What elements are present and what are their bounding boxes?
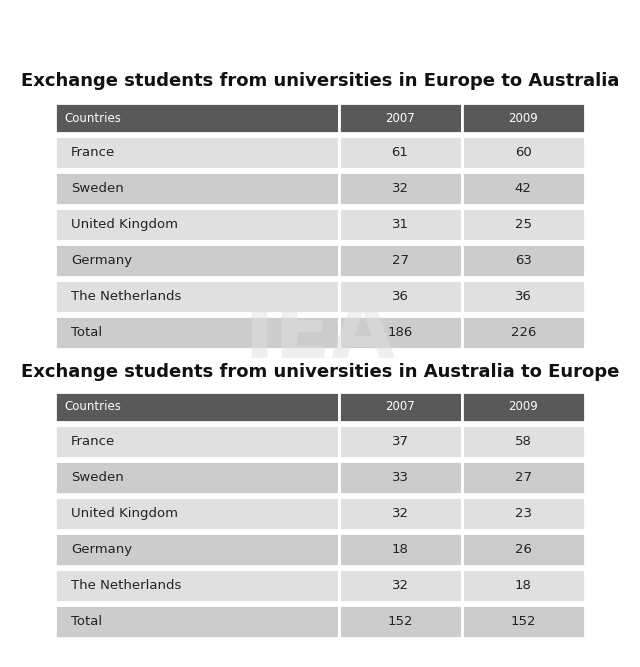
Bar — [55, 392, 339, 422]
Text: The Netherlands: The Netherlands — [71, 290, 181, 303]
Bar — [55, 425, 339, 458]
Text: Total: Total — [71, 326, 102, 339]
Bar — [55, 136, 339, 169]
Bar — [461, 533, 585, 566]
Bar — [339, 136, 461, 169]
Text: United Kingdom: United Kingdom — [71, 218, 178, 231]
Bar — [339, 316, 461, 349]
Bar — [339, 280, 461, 313]
Text: 32: 32 — [392, 182, 408, 195]
Bar — [461, 461, 585, 494]
Text: 2009: 2009 — [508, 111, 538, 125]
Bar — [55, 103, 339, 133]
Bar — [55, 244, 339, 277]
Text: 18: 18 — [515, 579, 532, 592]
Text: Sweden: Sweden — [71, 182, 124, 195]
Text: 37: 37 — [392, 435, 408, 448]
Text: 27: 27 — [515, 471, 532, 484]
Bar — [339, 605, 461, 638]
Bar — [55, 208, 339, 241]
Text: Germany: Germany — [71, 543, 132, 556]
Text: France: France — [71, 435, 115, 448]
Bar — [339, 392, 461, 422]
Text: Exchange students from universities in Europe to Australia: Exchange students from universities in E… — [21, 72, 619, 90]
Bar — [461, 497, 585, 530]
Bar — [461, 244, 585, 277]
Bar — [339, 103, 461, 133]
Text: 152: 152 — [387, 615, 413, 628]
Text: Countries: Countries — [65, 400, 122, 414]
Text: 60: 60 — [515, 146, 532, 159]
Text: 58: 58 — [515, 435, 532, 448]
Bar — [339, 497, 461, 530]
Text: Sweden: Sweden — [71, 471, 124, 484]
Text: 186: 186 — [387, 326, 413, 339]
Text: 26: 26 — [515, 543, 532, 556]
Bar — [461, 569, 585, 602]
Text: 61: 61 — [392, 146, 408, 159]
Bar — [339, 569, 461, 602]
Text: The Netherlands: The Netherlands — [71, 579, 181, 592]
Bar — [55, 280, 339, 313]
Bar — [461, 392, 585, 422]
Text: France: France — [71, 146, 115, 159]
Text: 33: 33 — [392, 471, 408, 484]
Bar — [339, 533, 461, 566]
Bar — [55, 569, 339, 602]
Text: 31: 31 — [392, 218, 408, 231]
Text: 32: 32 — [392, 507, 408, 520]
Text: IEA: IEA — [244, 295, 396, 376]
Text: Total: Total — [71, 615, 102, 628]
Bar — [339, 208, 461, 241]
Bar — [55, 172, 339, 205]
Text: 18: 18 — [392, 543, 408, 556]
Bar — [55, 605, 339, 638]
Bar — [461, 208, 585, 241]
Text: 36: 36 — [392, 290, 408, 303]
Bar — [55, 316, 339, 349]
Bar — [339, 461, 461, 494]
Text: 25: 25 — [515, 218, 532, 231]
Text: United Kingdom: United Kingdom — [71, 507, 178, 520]
Text: 226: 226 — [511, 326, 536, 339]
Text: 36: 36 — [515, 290, 532, 303]
Bar — [55, 497, 339, 530]
Text: 27: 27 — [392, 254, 408, 267]
Text: 152: 152 — [511, 615, 536, 628]
Bar — [461, 316, 585, 349]
Bar — [55, 533, 339, 566]
Text: 2007: 2007 — [385, 111, 415, 125]
Bar — [55, 461, 339, 494]
Text: Countries: Countries — [65, 111, 122, 125]
Bar — [461, 172, 585, 205]
Bar — [461, 103, 585, 133]
Bar — [461, 280, 585, 313]
Text: 2009: 2009 — [508, 400, 538, 414]
Text: 42: 42 — [515, 182, 532, 195]
Bar — [339, 172, 461, 205]
Text: Germany: Germany — [71, 254, 132, 267]
Text: 2007: 2007 — [385, 400, 415, 414]
Text: Exchange students from universities in Australia to Europe: Exchange students from universities in A… — [21, 363, 619, 381]
Text: 23: 23 — [515, 507, 532, 520]
Bar — [461, 425, 585, 458]
Bar — [339, 244, 461, 277]
Text: 32: 32 — [392, 579, 408, 592]
Bar — [461, 136, 585, 169]
Bar — [339, 425, 461, 458]
Bar — [461, 605, 585, 638]
Text: 63: 63 — [515, 254, 532, 267]
